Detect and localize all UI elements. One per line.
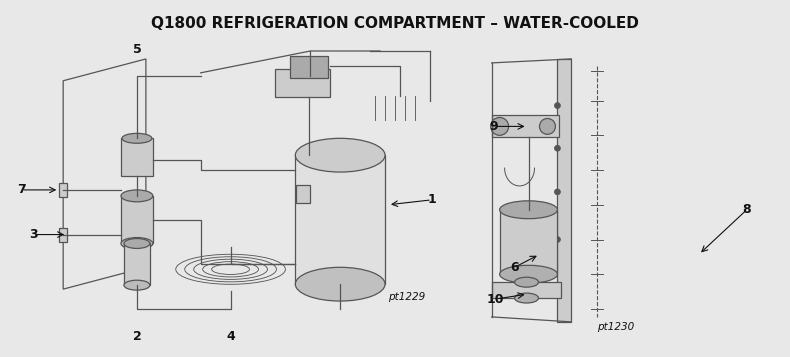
Bar (276, 69, 330, 97)
Text: 5: 5 (133, 42, 141, 56)
Text: pt1229: pt1229 (388, 292, 425, 302)
Text: 8: 8 (743, 203, 751, 216)
Circle shape (555, 102, 560, 109)
Text: 10: 10 (487, 292, 504, 306)
Bar (59, 183, 67, 197)
Circle shape (555, 189, 560, 195)
Bar (558, 59, 571, 322)
Bar (295, 155, 385, 284)
Bar (491, 116, 559, 137)
Bar (59, 228, 67, 241)
Ellipse shape (122, 134, 152, 143)
Circle shape (555, 145, 560, 151)
Ellipse shape (295, 138, 385, 172)
Text: 7: 7 (17, 183, 26, 196)
Bar (291, 56, 328, 78)
Ellipse shape (499, 265, 558, 283)
Circle shape (540, 119, 555, 134)
Ellipse shape (121, 190, 152, 202)
Ellipse shape (121, 237, 152, 250)
Circle shape (555, 237, 560, 242)
Text: 4: 4 (226, 330, 235, 343)
Bar (491, 282, 562, 298)
Circle shape (491, 117, 509, 135)
Ellipse shape (295, 267, 385, 301)
Ellipse shape (124, 280, 150, 290)
Bar (296, 185, 310, 203)
Text: 6: 6 (510, 261, 519, 274)
Bar (499, 210, 558, 274)
Text: 9: 9 (489, 120, 498, 133)
Ellipse shape (514, 277, 539, 287)
Ellipse shape (514, 293, 539, 303)
Bar (124, 243, 150, 285)
Ellipse shape (499, 201, 558, 219)
Text: 2: 2 (133, 330, 141, 343)
Bar (121, 196, 152, 243)
Text: pt1230: pt1230 (597, 322, 634, 332)
Text: 3: 3 (29, 228, 38, 241)
Bar (121, 138, 152, 176)
Text: 1: 1 (427, 193, 436, 206)
Text: Q1800 REFRIGERATION COMPARTMENT – WATER-COOLED: Q1800 REFRIGERATION COMPARTMENT – WATER-… (151, 16, 639, 31)
Ellipse shape (124, 238, 150, 248)
